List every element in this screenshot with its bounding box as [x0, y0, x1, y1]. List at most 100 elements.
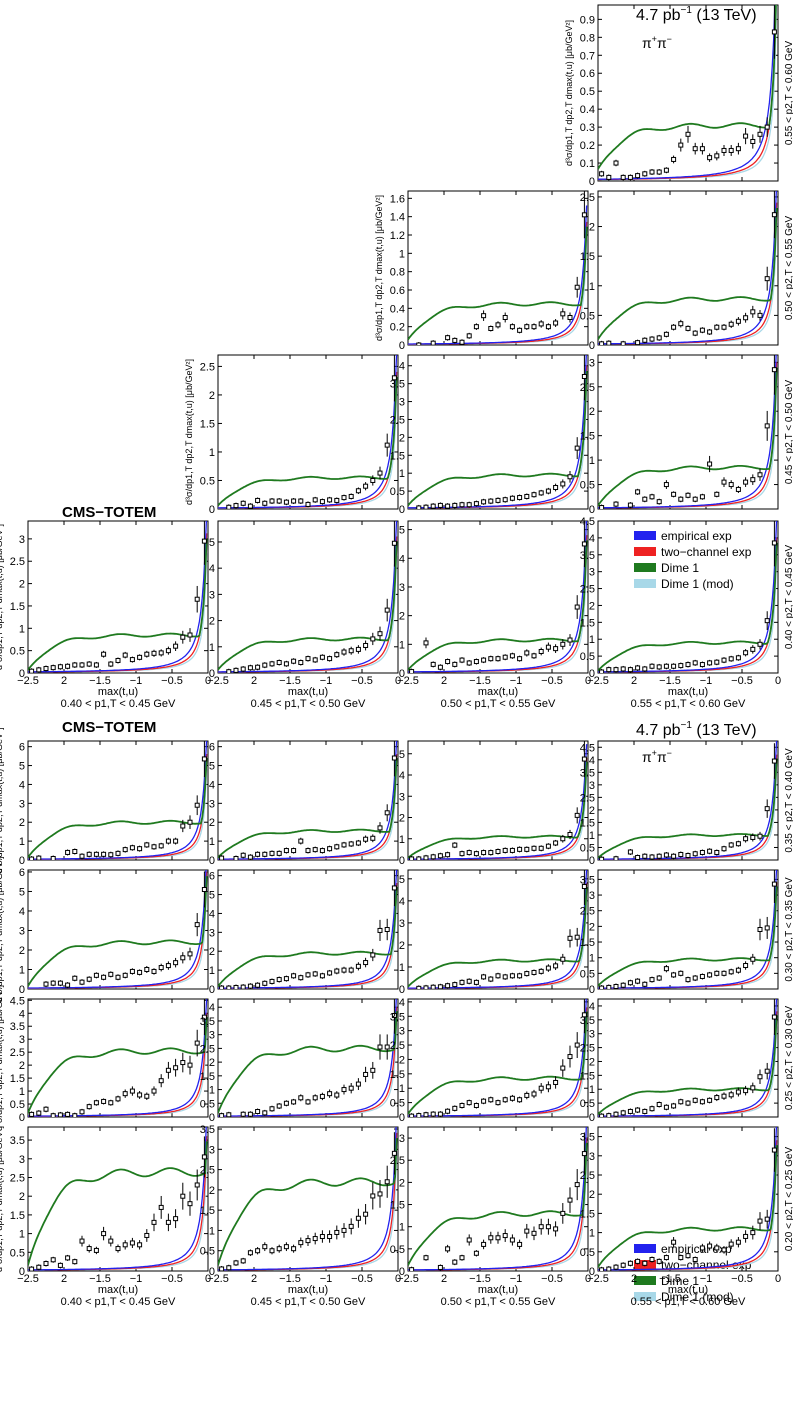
- y-tick-label: 4.5: [580, 516, 595, 528]
- data-point: [517, 656, 523, 662]
- data-point: [86, 1246, 92, 1252]
- y-tick-label: 3: [399, 918, 405, 930]
- data-point: [678, 851, 684, 857]
- data-point: [750, 834, 756, 840]
- y-tick-label: 0: [209, 984, 215, 996]
- data-point: [574, 445, 580, 451]
- data-point: [43, 666, 49, 672]
- data-point: [488, 850, 494, 856]
- curve-two-channel: [28, 753, 208, 860]
- y-tick-label: 1.5: [580, 817, 595, 829]
- data-point: [656, 1258, 662, 1264]
- data-point: [247, 665, 253, 671]
- y-tick-label: 2.5: [580, 792, 595, 804]
- data-point: [219, 1113, 225, 1117]
- curves-group: [218, 999, 398, 1117]
- data-point: [391, 1150, 397, 1156]
- y-tick-label: 0.5: [580, 842, 595, 854]
- fig1-brand-label: CMS−TOTEM: [62, 504, 156, 521]
- x-tick-label: −0.5: [541, 1273, 563, 1285]
- data-point: [233, 503, 239, 509]
- curve-two-channel: [598, 362, 778, 509]
- data-point: [445, 852, 451, 858]
- y-tick-label: 4: [209, 563, 215, 575]
- curves-group: [28, 870, 208, 989]
- data-point: [613, 501, 619, 507]
- data-point: [341, 1087, 347, 1093]
- data-point: [495, 322, 501, 328]
- data-point: [115, 1096, 121, 1102]
- data-point: [50, 1257, 56, 1263]
- curve-dime: [408, 226, 588, 341]
- y-tick-label: 1.5: [10, 1073, 25, 1085]
- data-point: [101, 851, 107, 857]
- data-point: [327, 656, 333, 662]
- data-point: [567, 315, 573, 320]
- y-tick-label: 3: [399, 791, 405, 803]
- data-point: [384, 1179, 390, 1185]
- y-tick-label: 4: [399, 896, 405, 908]
- data-point: [473, 501, 479, 507]
- panel-f2-r2-c3: 0 0.5 1 1.5 22.5 3 3.5 4 0.25 < p2,T < 0.30 GeV: [580, 998, 793, 1124]
- data-point: [305, 1238, 311, 1244]
- data-point: [86, 851, 92, 857]
- y-tick-label: 0: [399, 504, 405, 516]
- data-point: [481, 974, 487, 980]
- y-tick-label: 3: [589, 780, 595, 792]
- y-tick-label: 3: [399, 582, 405, 594]
- panel-frame: [407, 354, 589, 510]
- data-point: [312, 1095, 318, 1101]
- curve-empirical: [218, 741, 398, 860]
- y-tick-label: 3.5: [580, 550, 595, 562]
- data-point: [101, 1231, 107, 1237]
- data-point: [194, 1040, 200, 1046]
- data-point: [276, 1246, 282, 1252]
- y-tick-label: 1: [209, 447, 215, 459]
- data-point: [430, 984, 436, 989]
- curve-dime: [408, 1011, 588, 1115]
- data-point: [50, 1113, 56, 1117]
- y-tick-label: 0.2: [390, 322, 405, 334]
- curve-empirical: [408, 1127, 587, 1271]
- data-point: [341, 1227, 347, 1233]
- y-tick-label: 2: [19, 817, 25, 829]
- y-tick-label: 0.5: [390, 1244, 405, 1256]
- data-point: [663, 663, 669, 669]
- data-point: [355, 963, 361, 969]
- curve-dime-mod: [408, 386, 588, 509]
- data-point: [79, 662, 85, 668]
- data-point: [93, 1100, 99, 1106]
- data-point: [627, 174, 633, 180]
- y-tick-label: 1: [589, 953, 595, 965]
- curve-dime-mod: [28, 769, 208, 860]
- data-point: [517, 495, 523, 501]
- data-point: [291, 498, 297, 504]
- curve-two-channel: [28, 871, 208, 989]
- data-point: [495, 1235, 501, 1241]
- column-label: 0.40 < p1,T < 0.45 GeV: [61, 698, 176, 710]
- data-point: [692, 660, 698, 666]
- curves-group: [408, 999, 588, 1117]
- y-tick-label: 3.5: [200, 1124, 215, 1136]
- data-point: [269, 498, 275, 504]
- curve-dime: [408, 1142, 588, 1266]
- y-tick-label: 2: [209, 1185, 215, 1197]
- curve-dime-mod: [598, 769, 778, 860]
- data-point: [545, 644, 551, 650]
- data-point: [743, 836, 749, 842]
- data-point: [714, 659, 720, 665]
- data-point: [341, 649, 347, 655]
- data-point: [599, 1113, 605, 1117]
- y-tick-label: 1.5: [580, 937, 595, 949]
- data-point: [291, 658, 297, 664]
- data-point: [714, 1095, 720, 1101]
- data-point: [613, 1264, 619, 1270]
- y-tick-label: 0.8: [390, 267, 405, 279]
- data-point: [423, 1255, 429, 1261]
- data-point: [445, 1108, 451, 1114]
- data-point: [233, 667, 239, 673]
- data-point: [764, 423, 770, 429]
- curves-group: [408, 1127, 588, 1271]
- legend-swatch-dime: [634, 563, 656, 572]
- data-point: [671, 853, 677, 859]
